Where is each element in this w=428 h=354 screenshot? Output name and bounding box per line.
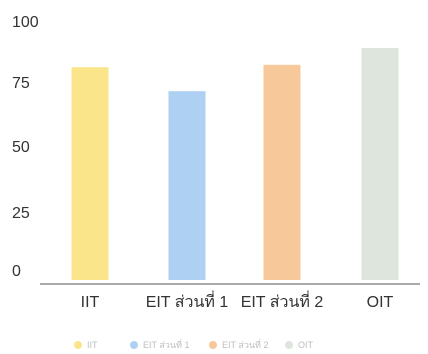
- x-axis-labels: IIT EIT ส่วนที่ 1 EIT ส่วนที่ 2 OIT: [81, 290, 394, 311]
- bar: [71, 67, 109, 280]
- y-tick-label: 0: [12, 263, 21, 280]
- legend-swatch: [130, 341, 138, 349]
- bar: [168, 91, 206, 280]
- legend-swatch: [74, 341, 82, 349]
- x-tick-label: EIT ส่วนที่ 2: [241, 290, 324, 311]
- y-tick-label: 50: [12, 139, 30, 156]
- bar: [263, 64, 301, 280]
- x-tick-label: IIT: [81, 294, 100, 311]
- y-axis-ticks: 0 25 50 75 100: [12, 14, 39, 280]
- legend-swatch: [209, 341, 217, 349]
- bars: [71, 48, 399, 280]
- legend-swatch: [285, 341, 293, 349]
- legend-label: OIT: [298, 340, 314, 350]
- y-tick-label: 100: [12, 14, 39, 31]
- x-tick-label: EIT ส่วนที่ 1: [146, 290, 229, 311]
- y-tick-label: 75: [12, 75, 30, 92]
- y-tick-label: 25: [12, 205, 30, 222]
- legend-label: EIT ส่วนที่ 1: [143, 338, 189, 350]
- x-tick-label: OIT: [367, 294, 394, 311]
- legend-label: IIT: [87, 340, 98, 350]
- legend-label: EIT ส่วนที่ 2: [222, 338, 268, 350]
- bar: [361, 48, 399, 280]
- legend: IIT EIT ส่วนที่ 1 EIT ส่วนที่ 2 OIT: [74, 338, 314, 350]
